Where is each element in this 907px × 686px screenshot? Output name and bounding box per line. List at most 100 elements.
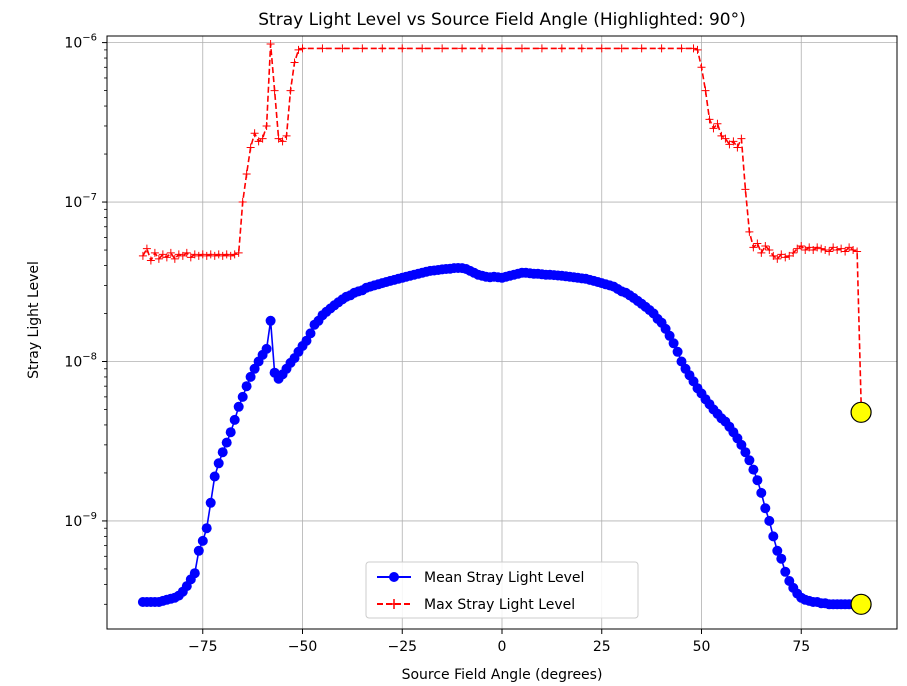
max-series-point	[853, 247, 862, 256]
mean-series-point	[197, 535, 208, 546]
max-series-point	[218, 251, 227, 260]
legend-max-label: Max Stray Light Level	[424, 597, 575, 613]
mean-series-point	[744, 455, 755, 466]
mean-series-point	[305, 328, 316, 339]
mean-series-point	[668, 338, 679, 349]
max-series-point	[597, 44, 606, 53]
mean-series-point	[221, 437, 232, 448]
legend-mean-label: Mean Stray Light Level	[424, 570, 584, 586]
x-tick-label: 0	[498, 639, 507, 655]
highlight-markers	[850, 401, 872, 615]
mean-series-point	[752, 475, 763, 486]
x-axis-ticks: −75 −50 −25 0 25 50 75	[188, 629, 810, 655]
mean-series-point	[233, 401, 244, 412]
max-series-point	[813, 243, 822, 252]
mean-series-point	[201, 523, 212, 534]
mean-series-point	[193, 545, 204, 556]
max-series-point	[250, 129, 259, 138]
grid	[107, 36, 897, 629]
max-series-point	[498, 44, 506, 53]
mean-series-point	[776, 553, 787, 564]
max-series-point	[781, 253, 790, 262]
mean-series-point	[676, 356, 687, 367]
max-series-point	[174, 250, 183, 259]
mean-series-point	[241, 381, 252, 392]
highlight-point	[850, 401, 872, 423]
max-series-point	[841, 247, 850, 256]
max-series-point	[657, 44, 666, 53]
max-series-point	[142, 244, 151, 253]
max-series-point	[745, 227, 754, 236]
max-series-point	[577, 44, 586, 53]
max-series-point	[290, 58, 299, 67]
max-series-point	[833, 246, 842, 255]
max-series-point	[697, 63, 706, 72]
max-series-point	[162, 253, 171, 262]
max-series-point	[705, 115, 714, 124]
y-tick-label: 10−8	[64, 351, 97, 370]
max-series-point	[825, 247, 834, 256]
max-series-point	[517, 44, 526, 53]
mean-series-point	[764, 515, 775, 526]
mean-series-point	[229, 414, 240, 425]
max-series-point	[282, 131, 291, 140]
max-series-point	[458, 44, 467, 53]
max-series-point	[677, 44, 686, 53]
max-series-point	[733, 143, 742, 152]
mean-series-point	[672, 346, 683, 357]
max-series-point	[182, 248, 191, 257]
x-tick-label: −50	[288, 639, 318, 655]
max-series-point	[617, 44, 626, 53]
y-tick-label: 10−9	[64, 511, 97, 530]
max-series-point	[238, 198, 247, 207]
max-series-point	[749, 243, 758, 252]
max-series-point	[210, 251, 219, 260]
x-tick-label: 25	[593, 639, 611, 655]
max-series-point	[789, 248, 798, 257]
x-tick-label: −75	[188, 639, 218, 655]
mean-series-point	[780, 566, 791, 577]
mean-series-point	[740, 447, 751, 458]
max-series-point	[701, 86, 710, 95]
mean-series-point	[261, 343, 272, 354]
plot-area-frame	[106, 35, 898, 630]
mean-series-point	[217, 447, 228, 458]
max-series-point	[190, 250, 199, 259]
max-series-point	[278, 137, 287, 146]
max-series-point	[338, 44, 347, 53]
max-series-point	[270, 86, 279, 95]
max-series-point	[741, 185, 750, 194]
x-tick-label: −25	[387, 639, 417, 655]
max-series-point	[146, 256, 155, 265]
max-series-point	[753, 239, 762, 248]
max-series-point	[418, 44, 427, 53]
max-series-point	[721, 134, 730, 143]
x-axis-label: Source Field Angle (degrees)	[402, 667, 603, 683]
max-series-point	[438, 44, 447, 53]
max-series-point	[230, 250, 239, 259]
max-series-point	[713, 119, 722, 128]
max-series-point	[797, 242, 806, 251]
max-series-point	[234, 248, 243, 257]
max-series-point	[294, 45, 303, 54]
mean-series-point	[213, 458, 224, 469]
max-series-point	[262, 121, 271, 130]
mean-series-point	[760, 503, 771, 514]
max-series-point	[222, 250, 231, 259]
max-series-point	[737, 134, 746, 143]
max-series-point	[258, 134, 267, 143]
legend: Mean Stray Light Level Max Stray Light L…	[365, 561, 639, 619]
max-series-point	[773, 254, 782, 263]
mean-series-point	[301, 335, 312, 346]
max-series-point	[266, 39, 275, 48]
mean-series-point	[189, 568, 200, 579]
max-series-point	[709, 124, 718, 133]
mean-series-point	[736, 439, 747, 450]
max-series-point	[246, 143, 255, 152]
mean-series-point	[768, 531, 779, 542]
y-tick-label: 10−7	[64, 192, 97, 211]
x-tick-label: 50	[693, 639, 711, 655]
chart-title: Stray Light Level vs Source Field Angle …	[258, 10, 746, 30]
max-series-point	[821, 246, 830, 255]
max-series-point	[194, 251, 203, 260]
